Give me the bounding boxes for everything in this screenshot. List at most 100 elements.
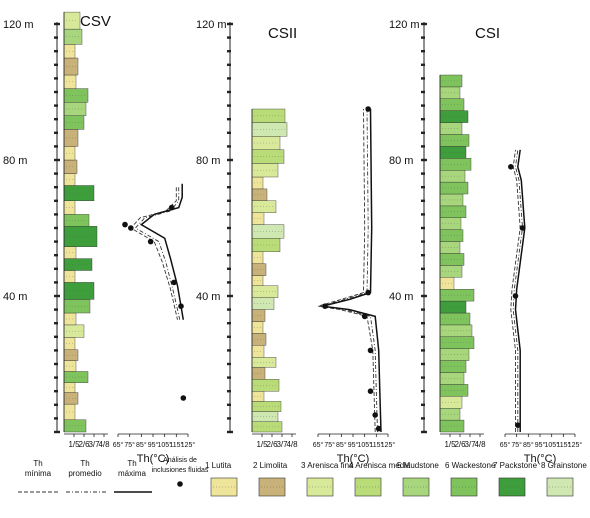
meter-tick xyxy=(227,104,231,107)
meter-tick xyxy=(227,254,231,257)
meter-tick xyxy=(54,417,58,420)
legend-swatch-limolita xyxy=(258,477,286,497)
th-tick-label: 125° xyxy=(381,441,396,449)
meter-tick xyxy=(54,308,58,311)
meter-tick xyxy=(227,362,231,366)
meter-tick xyxy=(54,362,58,366)
fluid-inclusion-point xyxy=(178,303,184,310)
meter-label: 120 m xyxy=(3,19,34,31)
grain-tick-label: 2/6 xyxy=(78,440,90,449)
meter-tick xyxy=(421,376,425,379)
th-tick-label: 85° xyxy=(136,441,147,449)
meter-tick xyxy=(421,226,425,230)
legend-th-minima-label: mínima xyxy=(25,469,52,478)
meter-tick xyxy=(54,226,58,230)
th-promedio-line xyxy=(320,108,378,433)
meter-tick xyxy=(421,158,427,162)
th-tick-label: 95° xyxy=(535,441,546,449)
meter-tick xyxy=(421,403,425,406)
th-maxima-line xyxy=(322,108,382,433)
meter-tick xyxy=(54,430,60,434)
fluid-inclusion-point xyxy=(367,388,374,395)
meter-tick xyxy=(227,335,231,338)
meter-tick xyxy=(227,36,231,39)
grain-tick-label: 3/7 xyxy=(464,440,476,449)
fluid-inclusion-point xyxy=(515,422,521,429)
grain-axis: 1/52/63/74/8 xyxy=(440,433,486,449)
legend-swatch-arenisca_fina xyxy=(306,477,334,497)
grain-axis: 1/52/63/74/8 xyxy=(252,433,298,449)
meter-tick xyxy=(54,131,58,134)
meter-tick xyxy=(421,294,427,298)
meter-tick xyxy=(227,172,231,175)
section-title: CSV xyxy=(80,13,111,30)
layer-packstone xyxy=(439,146,467,159)
meter-tick xyxy=(227,158,233,162)
th-curves xyxy=(508,149,526,432)
grain-tick-label: 2/6 xyxy=(266,440,278,449)
th-tick-label: 75° xyxy=(124,441,135,449)
layer-limolita xyxy=(251,309,266,322)
th-tick-label: 105° xyxy=(544,441,559,449)
meter-tick xyxy=(54,22,60,26)
meter-tick xyxy=(227,240,231,243)
lithology-column xyxy=(63,11,98,433)
th-tick-label: 75° xyxy=(511,441,522,449)
legend-th-maxima-label: Th xyxy=(127,459,136,468)
grain-tick-label: 1/5 xyxy=(68,440,80,449)
meter-tick xyxy=(421,63,425,66)
legend-th-minima-label: Th xyxy=(33,459,42,468)
meter-tick xyxy=(421,104,425,107)
meter-tick xyxy=(421,362,425,366)
th-tick-label: 85° xyxy=(336,441,347,449)
th-tick-label: 85° xyxy=(523,441,534,449)
fluid-inclusion-point xyxy=(512,293,519,299)
meter-tick xyxy=(54,186,58,189)
legend-point-symbol xyxy=(177,481,183,487)
legend-point-label: inclusiones fluidas xyxy=(152,467,209,474)
layer-wackestone xyxy=(63,214,90,227)
meter-tick xyxy=(227,403,231,406)
fluid-inclusion-point xyxy=(128,225,134,231)
legend-lith-label: 3 Arenisca fina xyxy=(301,461,354,470)
layer-mudstone xyxy=(439,324,473,337)
meter-label: 80 m xyxy=(3,155,27,167)
meter-tick xyxy=(421,50,425,53)
th-axis: 65° 75° 85° 95° 105°115°125° Th(°C) xyxy=(500,433,582,465)
meter-tick xyxy=(227,199,231,202)
meter-tick xyxy=(421,240,425,243)
meter-tick xyxy=(421,77,425,80)
meter-tick xyxy=(54,36,58,39)
grain-tick-label: 2/6 xyxy=(454,440,466,449)
meter-tick xyxy=(227,281,231,284)
th-axis-label: Th(°C) xyxy=(337,453,370,465)
lithology-column xyxy=(251,108,288,433)
meter-tick xyxy=(54,376,58,379)
grain-tick-label: 4/8 xyxy=(286,440,298,449)
layer-packstone xyxy=(63,226,98,247)
meter-tick xyxy=(54,145,58,148)
fluid-inclusion-point xyxy=(122,221,128,228)
th-tick-label: 125° xyxy=(181,441,196,449)
grain-tick-label: 4/8 xyxy=(474,440,486,449)
th-tick-label: 115° xyxy=(169,441,183,449)
meter-tick xyxy=(227,322,231,325)
fluid-inclusion-point xyxy=(180,395,187,401)
layer-mudstone xyxy=(439,169,466,183)
meter-label: 80 m xyxy=(389,155,413,167)
meter-tick xyxy=(227,90,231,94)
meter-label: 80 m xyxy=(196,155,220,167)
meter-tick xyxy=(54,281,58,284)
th-axis: 65° 75° 85° 95° 105°115°125° Th(°C) xyxy=(313,433,396,465)
fluid-inclusion-point xyxy=(375,425,382,432)
layer-wackestone xyxy=(439,360,467,373)
th-tick-label: 115° xyxy=(369,441,383,449)
th-tick-label: 95° xyxy=(148,441,159,449)
meter-tick xyxy=(227,77,231,80)
meter-tick xyxy=(421,254,425,257)
meter-tick xyxy=(227,308,231,311)
layer-limolita xyxy=(63,159,78,174)
meter-tick xyxy=(421,335,425,338)
meter-tick xyxy=(421,308,425,311)
